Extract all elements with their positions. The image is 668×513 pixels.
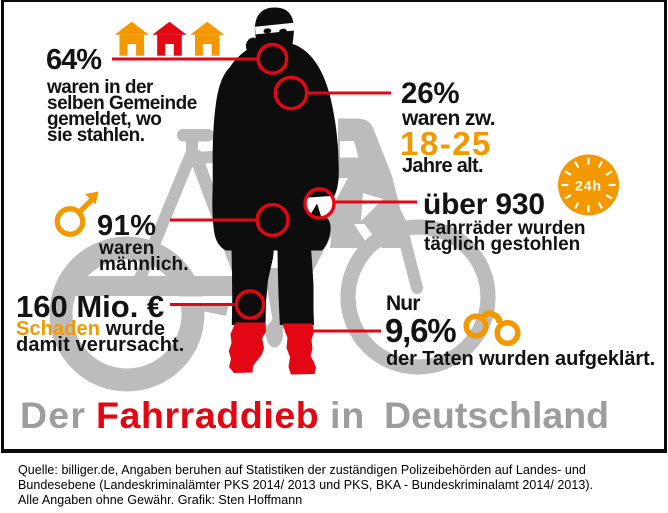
svg-text:24h: 24h — [575, 178, 602, 194]
